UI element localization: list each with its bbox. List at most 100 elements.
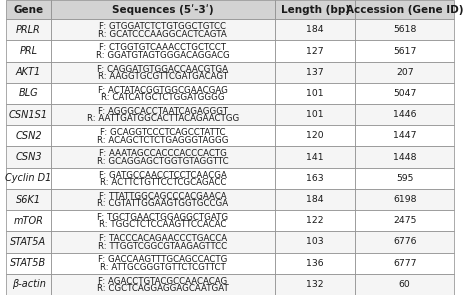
Text: 1447: 1447 xyxy=(393,131,417,140)
Bar xyxy=(6,168,51,189)
Text: 5617: 5617 xyxy=(393,47,416,55)
Text: mTOR: mTOR xyxy=(14,216,44,226)
Bar xyxy=(51,104,275,125)
Bar xyxy=(356,168,454,189)
Text: STAT5B: STAT5B xyxy=(10,258,46,268)
Bar xyxy=(6,83,51,104)
Bar xyxy=(51,147,275,168)
Bar xyxy=(356,19,454,40)
Text: R: TGGCTCTCCAAGTTCCACAC: R: TGGCTCTCCAAGTTCCACAC xyxy=(99,220,227,230)
Text: F: GACCAAGTTTGCAGCCACTG: F: GACCAAGTTTGCAGCCACTG xyxy=(98,255,228,265)
Text: 1446: 1446 xyxy=(393,110,417,119)
Text: R: ATTGCGGGTGTTCTCGTTCT: R: ATTGCGGGTGTTCTCGTTCT xyxy=(100,263,226,272)
Bar xyxy=(356,62,454,83)
Bar xyxy=(275,125,356,147)
Text: R: TTGGTCGGCGTAAGAGTTCC: R: TTGGTCGGCGTAAGAGTTCC xyxy=(98,242,228,251)
Bar xyxy=(6,40,51,62)
Text: AKT1: AKT1 xyxy=(16,67,41,77)
Text: 2475: 2475 xyxy=(393,216,416,225)
Bar xyxy=(51,274,275,295)
Bar xyxy=(51,253,275,274)
Text: 5047: 5047 xyxy=(393,89,416,98)
Bar xyxy=(275,231,356,253)
Text: F: GTGGATCTCTGTGGCTGTCC: F: GTGGATCTCTGTGGCTGTCC xyxy=(100,22,227,31)
Text: 141: 141 xyxy=(306,153,324,162)
Text: PRLR: PRLR xyxy=(16,25,41,35)
Bar xyxy=(51,19,275,40)
Text: F: TGCTGAACTGGAGGCTGATG: F: TGCTGAACTGGAGGCTGATG xyxy=(97,213,228,222)
Text: S6K1: S6K1 xyxy=(16,194,41,204)
Text: 101: 101 xyxy=(306,89,324,98)
Bar xyxy=(356,189,454,210)
Text: 101: 101 xyxy=(306,110,324,119)
Bar xyxy=(51,83,275,104)
Bar xyxy=(356,253,454,274)
Bar xyxy=(6,104,51,125)
Bar xyxy=(51,62,275,83)
Text: F: CTGGTGTCAAACCTGCTCCT: F: CTGGTGTCAAACCTGCTCCT xyxy=(100,43,227,52)
Bar xyxy=(275,253,356,274)
Text: R: CGTATTGGAAGTGGTGCCGA: R: CGTATTGGAAGTGGTGCCGA xyxy=(97,199,228,208)
Bar xyxy=(51,189,275,210)
Text: R: GGATGTAGTGGGACAGGACG: R: GGATGTAGTGGGACAGGACG xyxy=(96,51,230,60)
Text: R: ACAGCTCTCTGAGGGTAGGG: R: ACAGCTCTCTGAGGGTAGGG xyxy=(97,136,228,145)
Bar xyxy=(356,83,454,104)
Text: STAT5A: STAT5A xyxy=(10,237,46,247)
Bar xyxy=(51,231,275,253)
Text: F: TTATTGGCAGCCCACGAACA: F: TTATTGGCAGCCCACGAACA xyxy=(99,192,227,201)
Text: 5618: 5618 xyxy=(393,25,416,34)
Bar xyxy=(51,168,275,189)
Bar xyxy=(356,104,454,125)
Text: CSN1S1: CSN1S1 xyxy=(9,110,48,120)
Text: R: GCAGGAGCTGGTGTAGGTTC: R: GCAGGAGCTGGTGTAGGTTC xyxy=(97,157,228,166)
Bar xyxy=(356,0,454,19)
Bar xyxy=(6,147,51,168)
Text: R: CGCTCAGGAGGAGCAATGAT: R: CGCTCAGGAGGAGCAATGAT xyxy=(97,284,229,293)
Text: F: CAGGATGTGGACCAACGTGA: F: CAGGATGTGGACCAACGTGA xyxy=(97,65,228,73)
Bar xyxy=(275,19,356,40)
Text: R: CATCATGCTCTGGATGGGG: R: CATCATGCTCTGGATGGGG xyxy=(101,93,225,102)
Bar xyxy=(356,125,454,147)
Bar xyxy=(275,274,356,295)
Text: R: AATTGATGGCACTTACAGAACTGG: R: AATTGATGGCACTTACAGAACTGG xyxy=(87,114,239,123)
Text: CSN2: CSN2 xyxy=(15,131,42,141)
Text: 595: 595 xyxy=(396,174,413,183)
Text: F: AAATAGCCACCCACCCACTG: F: AAATAGCCACCCACCCACTG xyxy=(99,149,227,158)
Text: 132: 132 xyxy=(306,280,324,289)
Bar xyxy=(6,274,51,295)
Bar xyxy=(6,125,51,147)
Bar xyxy=(51,0,275,19)
Text: R: GCATCCCAAGGCACTCAGTA: R: GCATCCCAAGGCACTCAGTA xyxy=(99,30,227,39)
Text: R: AAGGTGCGTTCGATGACAGT: R: AAGGTGCGTTCGATGACAGT xyxy=(98,72,228,81)
Bar xyxy=(356,231,454,253)
Bar xyxy=(275,0,356,19)
Text: BLG: BLG xyxy=(18,88,38,99)
Text: F: AGGGCACCTAATCAGAGGGT: F: AGGGCACCTAATCAGAGGGT xyxy=(98,107,228,116)
Bar xyxy=(275,104,356,125)
Bar xyxy=(6,62,51,83)
Bar xyxy=(356,274,454,295)
Text: CSN3: CSN3 xyxy=(15,152,42,162)
Text: PRL: PRL xyxy=(19,46,37,56)
Text: 127: 127 xyxy=(306,47,324,55)
Text: 207: 207 xyxy=(396,68,413,77)
Bar xyxy=(275,168,356,189)
Text: 103: 103 xyxy=(306,237,324,246)
Bar xyxy=(51,125,275,147)
Text: Cyclin D1: Cyclin D1 xyxy=(5,173,52,183)
Bar xyxy=(6,0,51,19)
Text: Sequences (5ʹ-3ʹ): Sequences (5ʹ-3ʹ) xyxy=(112,4,214,15)
Text: 1448: 1448 xyxy=(393,153,417,162)
Bar xyxy=(356,40,454,62)
Text: 122: 122 xyxy=(306,216,324,225)
Bar xyxy=(6,210,51,231)
Text: R: ACTTCTGTTCCTCGCAGACC: R: ACTTCTGTTCCTCGCAGACC xyxy=(100,178,226,187)
Text: Gene: Gene xyxy=(13,5,44,14)
Bar xyxy=(51,210,275,231)
Text: 184: 184 xyxy=(306,25,324,34)
Text: 60: 60 xyxy=(399,280,410,289)
Text: 184: 184 xyxy=(306,195,324,204)
Bar xyxy=(275,40,356,62)
Text: 163: 163 xyxy=(306,174,324,183)
Bar xyxy=(356,210,454,231)
